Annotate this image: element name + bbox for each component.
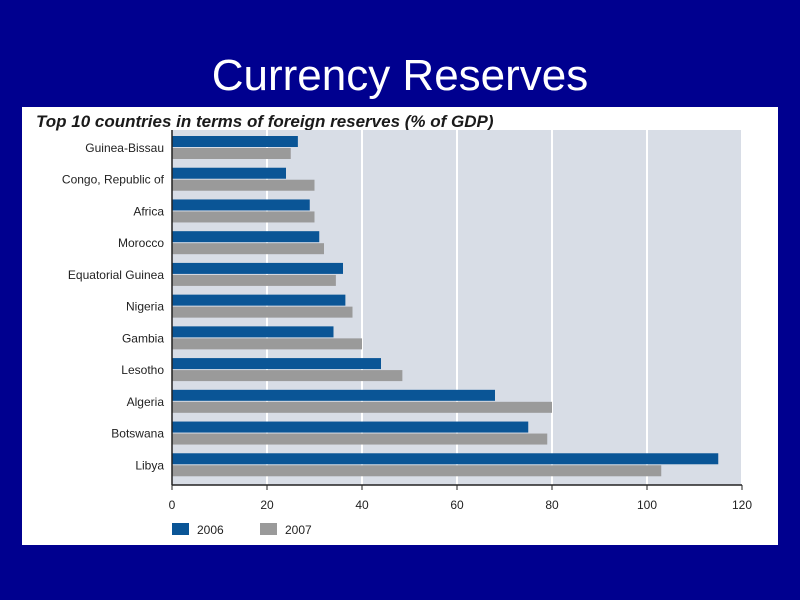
bar-2007 bbox=[172, 274, 336, 286]
category-label: Algeria bbox=[127, 395, 165, 409]
bar-2006 bbox=[172, 421, 529, 433]
bar-2006 bbox=[172, 231, 320, 243]
chart-panel: Top 10 countries in terms of foreign res… bbox=[22, 107, 778, 545]
bar-2007 bbox=[172, 243, 324, 255]
bar-2006 bbox=[172, 453, 719, 465]
category-label: Libya bbox=[135, 458, 164, 472]
bar-2006 bbox=[172, 358, 381, 370]
x-tick-label: 120 bbox=[732, 498, 752, 512]
x-tick-label: 0 bbox=[169, 498, 176, 512]
legend: 2006 2007 bbox=[172, 523, 312, 537]
bar-2007 bbox=[172, 148, 291, 159]
category-label: Botswana bbox=[111, 427, 164, 441]
category-label: Equatorial Guinea bbox=[68, 268, 164, 282]
bar-2006 bbox=[172, 389, 495, 401]
category-label: Congo, Republic of bbox=[62, 173, 165, 187]
category-label: Gambia bbox=[122, 331, 164, 345]
bars bbox=[172, 136, 719, 477]
category-label: Morocco bbox=[118, 236, 164, 250]
bar-2006 bbox=[172, 136, 298, 147]
bar-2007 bbox=[172, 465, 662, 477]
bar-chart: Guinea-Bissau Congo, Republic of Africa Mor… bbox=[62, 130, 752, 537]
bar-2007 bbox=[172, 179, 315, 191]
x-tick-labels: 0 20 40 60 80 100 120 bbox=[169, 485, 752, 512]
chart-title: Top 10 countries in terms of foreign res… bbox=[36, 112, 494, 131]
x-tick-label: 20 bbox=[260, 498, 274, 512]
slide-title: Currency Reserves bbox=[211, 51, 589, 100]
bar-2006 bbox=[172, 167, 286, 179]
bar-2006 bbox=[172, 262, 343, 274]
category-label: Nigeria bbox=[126, 300, 164, 314]
category-label: Guinea-Bissau bbox=[85, 141, 164, 155]
bar-2007 bbox=[172, 370, 403, 382]
legend-label: 2006 bbox=[197, 523, 224, 537]
legend-swatch bbox=[260, 523, 277, 535]
bar-2006 bbox=[172, 326, 334, 338]
bar-2007 bbox=[172, 433, 548, 445]
legend-label: 2007 bbox=[285, 523, 312, 537]
bar-2006 bbox=[172, 199, 310, 211]
x-tick-label: 100 bbox=[637, 498, 657, 512]
category-label: Africa bbox=[133, 204, 164, 218]
x-tick-label: 40 bbox=[355, 498, 369, 512]
category-labels: Guinea-Bissau Congo, Republic of Africa Mor… bbox=[62, 141, 165, 472]
bar-2007 bbox=[172, 211, 315, 223]
x-tick-label: 80 bbox=[545, 498, 559, 512]
x-tick-label: 60 bbox=[450, 498, 464, 512]
bar-2007 bbox=[172, 338, 362, 350]
bar-2006 bbox=[172, 294, 346, 306]
bar-2007 bbox=[172, 401, 552, 413]
bar-2007 bbox=[172, 306, 353, 318]
category-label: Lesotho bbox=[121, 363, 164, 377]
legend-swatch bbox=[172, 523, 189, 535]
